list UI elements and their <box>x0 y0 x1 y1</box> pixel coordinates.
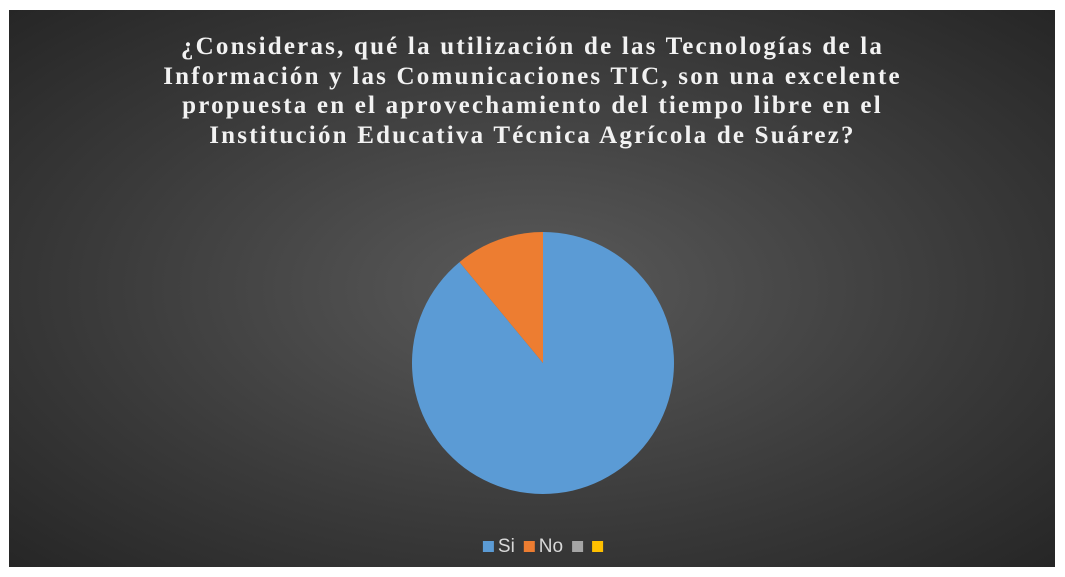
legend-swatch <box>523 541 535 552</box>
legend-swatch <box>572 541 584 552</box>
legend-swatch <box>482 541 494 552</box>
pie-slice <box>459 232 543 363</box>
legend-label: Si <box>498 536 515 557</box>
chart-title: ¿Consideras, qué la utilización de las T… <box>163 33 902 149</box>
legend-label: No <box>539 536 563 557</box>
pie-slice <box>412 232 675 494</box>
legend-swatch <box>592 541 604 552</box>
